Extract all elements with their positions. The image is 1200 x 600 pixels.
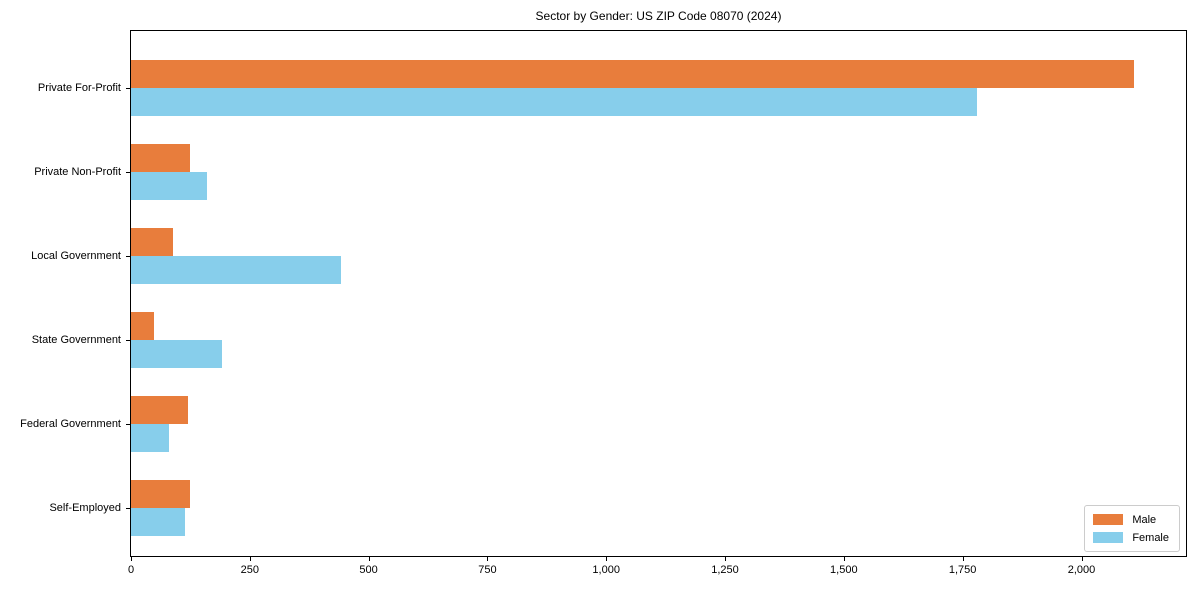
- x-tick-mark: [487, 557, 489, 561]
- y-tick-label: Federal Government: [20, 418, 121, 430]
- y-tick-mark: [126, 256, 130, 257]
- y-tick-mark: [126, 88, 130, 89]
- x-tick-label: 250: [240, 564, 259, 576]
- bar-male-4: [131, 312, 155, 340]
- bar-female-5: [131, 424, 169, 452]
- x-tick-mark: [606, 557, 608, 561]
- legend-item-female: Female: [1093, 530, 1169, 545]
- x-tick-mark: [843, 557, 845, 561]
- x-tick-label: 750: [478, 564, 497, 576]
- y-tick-mark: [126, 340, 130, 341]
- legend-label-female: Female: [1132, 531, 1169, 544]
- x-tick-mark: [725, 557, 726, 561]
- plot-area: Male Female: [130, 30, 1187, 557]
- legend-label-male: Male: [1132, 513, 1157, 526]
- y-tick-label: Private For-Profit: [37, 82, 121, 94]
- bar-male-5: [131, 396, 188, 424]
- y-tick-mark: [126, 172, 130, 173]
- bar-female-4: [131, 340, 223, 368]
- bar-female-2: [131, 172, 207, 200]
- y-tick-label: Private Non-Profit: [34, 166, 121, 178]
- y-tick-label: Local Government: [31, 250, 121, 262]
- x-tick-mark: [131, 557, 132, 561]
- female-swatch: [1093, 532, 1124, 543]
- x-tick-label: 0: [127, 564, 135, 576]
- chart-title: Sector by Gender: US ZIP Code 08070 (202…: [535, 9, 782, 23]
- x-tick-label: 2,000: [1067, 564, 1096, 576]
- x-tick-label: 1,250: [711, 564, 739, 576]
- x-tick-mark: [368, 557, 370, 561]
- bar-female-6: [131, 508, 185, 536]
- legend-item-male: Male: [1093, 512, 1169, 527]
- x-tick-mark: [1081, 557, 1083, 561]
- bar-female-1: [131, 88, 977, 116]
- x-tick-label: 1,500: [830, 564, 858, 576]
- y-tick-mark: [126, 508, 130, 509]
- x-tick-label: 1,000: [592, 564, 620, 576]
- bar-female-3: [131, 256, 341, 284]
- y-tick-mark: [126, 424, 130, 425]
- y-tick-label: Self-Employed: [49, 502, 121, 514]
- y-tick-label: State Government: [31, 334, 121, 346]
- bar-male-2: [131, 144, 190, 172]
- bar-male-6: [131, 480, 191, 508]
- x-tick-label: 500: [359, 564, 378, 576]
- x-tick-label: 1,750: [948, 564, 977, 576]
- male-swatch: [1093, 514, 1124, 525]
- x-tick-mark: [962, 557, 964, 561]
- legend: Male Female: [1084, 505, 1180, 552]
- bar-male-1: [131, 60, 1134, 88]
- bar-male-3: [131, 228, 174, 256]
- x-tick-mark: [249, 557, 251, 561]
